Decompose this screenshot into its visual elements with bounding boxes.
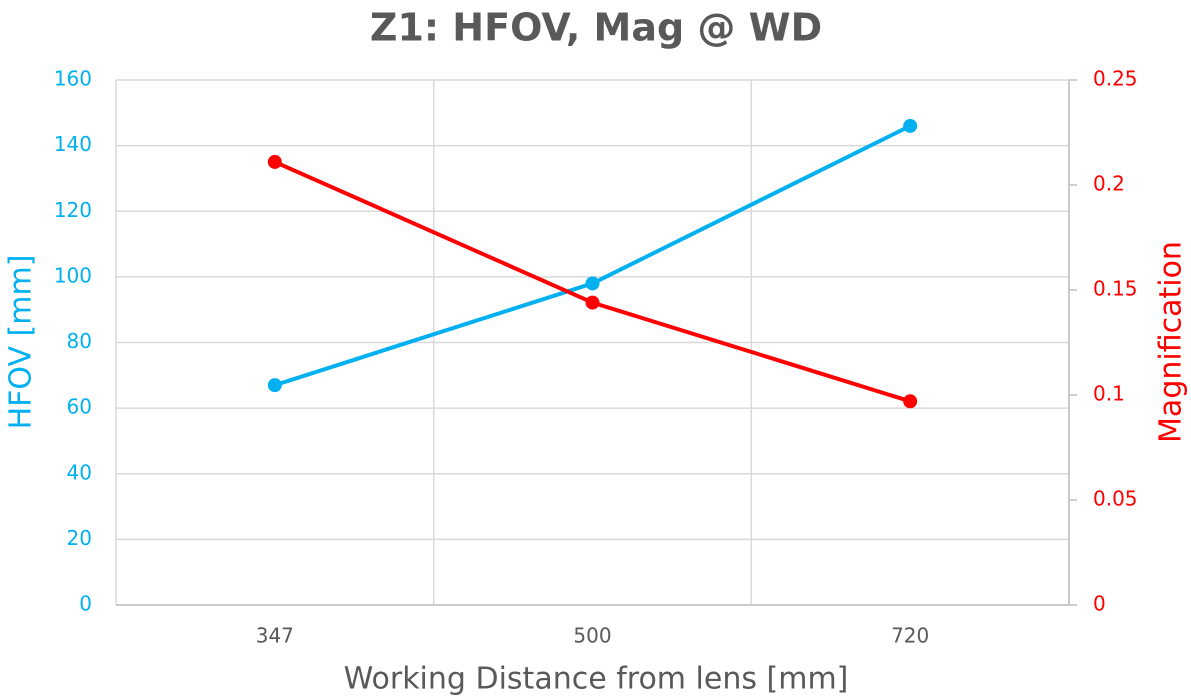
y2-axis-label: Magnification [1154, 241, 1189, 443]
y-tick-label: 40 [67, 460, 92, 484]
y2-tick-label: 0.25 [1093, 67, 1138, 91]
x-tick-label: 347 [256, 624, 294, 648]
x-tick-label: 500 [573, 624, 611, 648]
y-axis-label: HFOV [mm] [4, 255, 39, 430]
y-tick-label: 100 [54, 263, 92, 287]
y-tick-label: 80 [67, 329, 92, 353]
series-marker [903, 394, 918, 409]
series-marker [267, 154, 282, 169]
y2-tick-label: 0 [1093, 592, 1106, 616]
chart-title: Z1: HFOV, Mag @ WD [370, 6, 822, 50]
y-tick-label: 0 [79, 592, 92, 616]
series-marker [585, 276, 600, 291]
y-tick-label: 120 [54, 198, 92, 222]
x-axis-label: Working Distance from lens [mm] [344, 662, 849, 697]
y2-tick-label: 0.05 [1093, 487, 1138, 511]
series-marker [267, 378, 282, 393]
y2-tick-label: 0.1 [1093, 382, 1125, 406]
series-line [274, 124, 912, 388]
series-marker [585, 295, 600, 310]
y-tick-label: 160 [54, 67, 92, 91]
series-marker [903, 118, 918, 133]
y-tick-label: 20 [67, 526, 92, 550]
y-tick-label: 140 [54, 132, 92, 156]
y-tick-label: 60 [67, 395, 92, 419]
y2-tick-label: 0.15 [1093, 277, 1138, 301]
x-tick-label: 720 [891, 624, 929, 648]
y2-tick-label: 0.2 [1093, 172, 1125, 196]
